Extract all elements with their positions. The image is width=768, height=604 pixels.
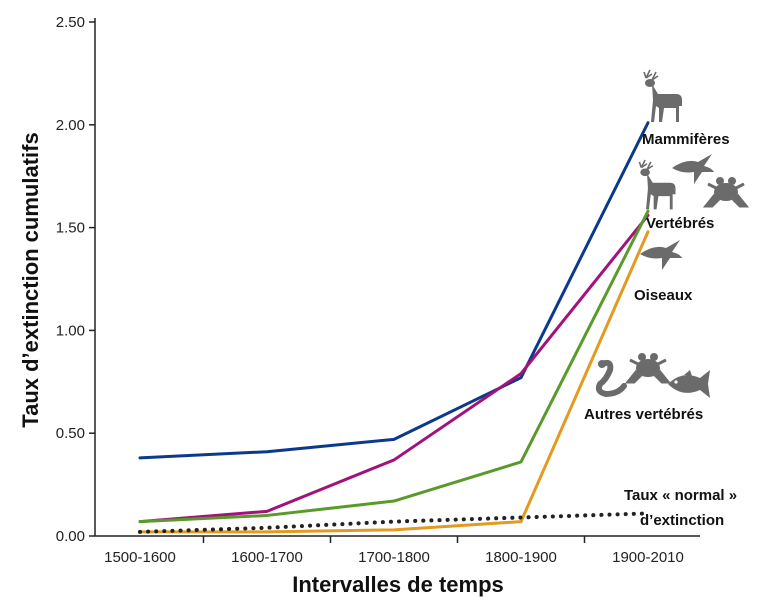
y-tick-label: 0.00: [56, 528, 85, 545]
deer-icon: [643, 69, 682, 122]
bird-icon: [672, 154, 714, 184]
label-mammiferes: Mammifères: [642, 131, 730, 148]
y-tick-label: 0.50: [56, 425, 85, 442]
frog-icon: [624, 353, 672, 384]
label-vertebres: Vertébrés: [646, 215, 714, 232]
series-line-3: [138, 230, 650, 534]
series-line-1: [138, 213, 650, 524]
label-autres: Autres vertébrés: [584, 406, 703, 423]
x-tick-label: 1800-1900: [485, 549, 557, 566]
snake-icon: [595, 359, 627, 398]
bird-icon: [640, 240, 682, 270]
series-line-0: [138, 121, 650, 460]
y-tick-label: 2.50: [56, 14, 85, 31]
label-normal-line1: Taux « normal »: [624, 487, 737, 504]
frog-icon: [702, 177, 750, 208]
icons: [595, 69, 750, 398]
x-tick-label: 1600-1700: [231, 549, 303, 566]
label-normal-line2: d’extinction: [640, 512, 724, 529]
x-tick-label: 1700-1800: [358, 549, 430, 566]
deer-icon: [638, 159, 676, 210]
series-line-2: [138, 209, 650, 524]
axes: 0.00 0.50 1.00 1.50 2.00 2.50 1500-1600 1600-17…: [56, 14, 700, 566]
series-layer: [138, 121, 650, 534]
y-axis-title: Taux d’extinction cumulatifs: [18, 132, 43, 427]
fish-icon: [668, 370, 710, 398]
x-tick-label: 1900-2010: [612, 549, 684, 566]
y-tick-label: 2.00: [56, 117, 85, 134]
label-oiseaux: Oiseaux: [634, 287, 693, 304]
x-axis-title: Intervalles de temps: [292, 572, 504, 597]
y-tick-label: 1.00: [56, 322, 85, 339]
y-tick-label: 1.50: [56, 220, 85, 237]
x-tick-label: 1500-1600: [104, 549, 176, 566]
series-labels: Mammifères Vertébrés Oiseaux Autres vert…: [584, 131, 737, 529]
